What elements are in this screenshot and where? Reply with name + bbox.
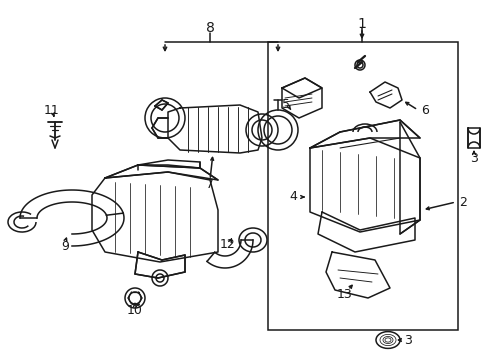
Bar	[267, 42, 457, 330]
Text: 3: 3	[469, 152, 477, 165]
Text: 2: 2	[458, 195, 466, 208]
Text: 9: 9	[61, 239, 69, 252]
Text: 1: 1	[357, 17, 366, 31]
Text: 3: 3	[403, 333, 411, 346]
Text: 11: 11	[44, 104, 60, 117]
Text: 10: 10	[127, 303, 142, 316]
Text: 5: 5	[282, 99, 289, 112]
Text: 8: 8	[205, 21, 214, 35]
Text: 4: 4	[288, 190, 296, 203]
Text: 6: 6	[420, 104, 428, 117]
Text: 12: 12	[220, 238, 235, 252]
Text: 13: 13	[336, 288, 352, 302]
Text: 7: 7	[205, 179, 214, 192]
